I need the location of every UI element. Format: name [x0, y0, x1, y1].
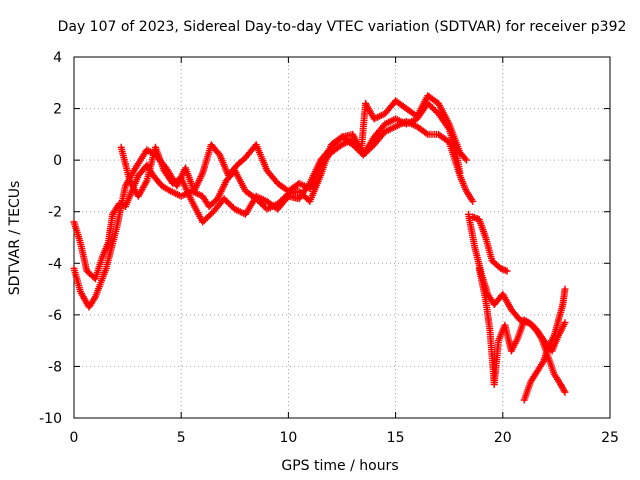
data-point [503, 267, 511, 275]
y-tick-label: -8 [48, 359, 62, 375]
x-tick-label: 5 [177, 430, 186, 446]
y-tick-label: -10 [39, 411, 62, 427]
data-point [422, 129, 430, 137]
data-point [462, 156, 470, 164]
data-point [469, 197, 477, 205]
grid-lines [74, 57, 610, 418]
x-axis-label: GPS time / hours [281, 458, 398, 474]
series-track-5 [469, 213, 511, 275]
y-axis-label: SDTVAR / TECUs [7, 181, 23, 296]
x-tick-label: 20 [494, 430, 512, 446]
series-track-7 [520, 285, 569, 404]
y-tick-label: -2 [48, 205, 62, 221]
x-tick-label: 0 [70, 430, 79, 446]
data-point [561, 388, 569, 396]
data-point [536, 333, 544, 340]
series-track-1 [70, 118, 477, 283]
y-tick-label: -4 [48, 256, 62, 272]
y-tick-label: -6 [48, 308, 62, 324]
series-track-3 [117, 99, 464, 226]
x-tick-label: 10 [279, 430, 297, 446]
data-point [461, 155, 469, 163]
data-point [561, 319, 569, 327]
y-tick-label: 4 [53, 50, 62, 66]
x-tick-label: 15 [387, 430, 405, 446]
plot-frame [73, 56, 611, 419]
data-points [70, 92, 569, 404]
chart-title: Day 107 of 2023, Sidereal Day-to-day VTE… [58, 19, 627, 35]
y-tick-label: 2 [53, 102, 62, 118]
data-point [456, 169, 464, 177]
x-tick-label: 25 [601, 430, 619, 446]
y-tick-label: 0 [53, 153, 62, 169]
data-point [560, 387, 568, 395]
data-point [561, 285, 569, 293]
